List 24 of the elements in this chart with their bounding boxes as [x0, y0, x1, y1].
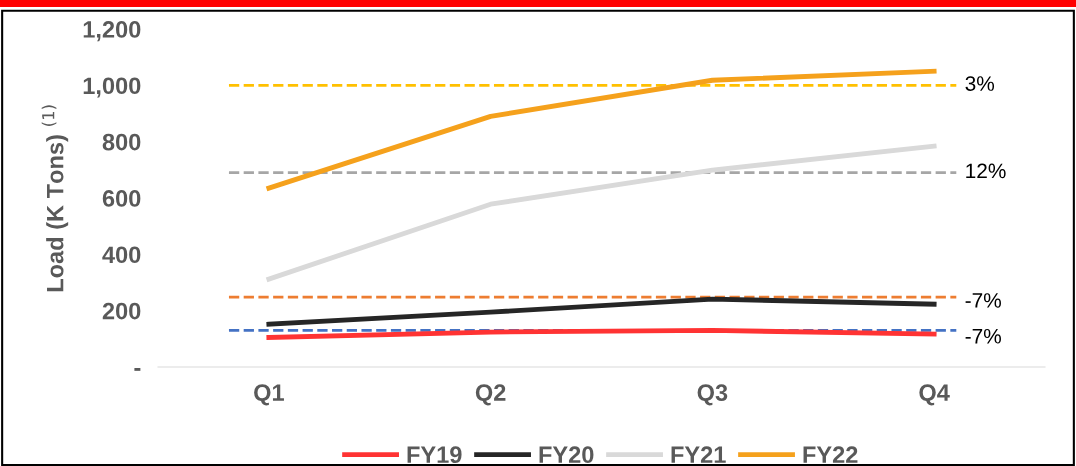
- y-tick-label: 200: [102, 302, 141, 320]
- annotation: 12%: [966, 163, 1006, 179]
- y-tick-label: -: [134, 368, 141, 371]
- x-tick-label: Q2: [475, 384, 506, 406]
- annotation: -7%: [965, 328, 1001, 344]
- legend-label: FY19: [407, 446, 462, 464]
- y-tick-label: 400: [102, 246, 141, 264]
- line-series: [266, 68, 937, 191]
- line-series: [266, 296, 937, 327]
- legend-label: FY22: [803, 446, 858, 463]
- y-tick-label: 600: [102, 190, 141, 207]
- line-series: [266, 143, 937, 282]
- y-tick-label: 1,200: [83, 21, 141, 42]
- y-tick-label: 1,000: [83, 77, 141, 98]
- x-tick-label: Q3: [697, 384, 728, 406]
- legend-label: FY21: [671, 446, 726, 463]
- line-series: [266, 327, 937, 340]
- y-tick-label: 800: [102, 133, 141, 151]
- y-axis-title: Load (K Tons) $^{(1)}$: [41, 105, 69, 292]
- annotation: -7%: [965, 293, 1001, 308]
- legend-label: FY20: [539, 446, 594, 464]
- x-tick-label: Q4: [919, 384, 950, 406]
- annotation: 3%: [965, 76, 995, 91]
- x-tick-label: Q1: [254, 384, 284, 406]
